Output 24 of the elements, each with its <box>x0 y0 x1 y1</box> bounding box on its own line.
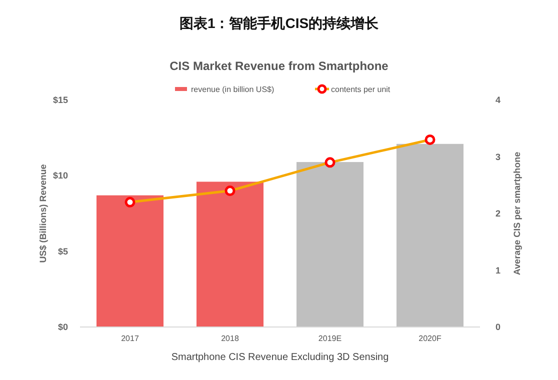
bar <box>396 144 464 327</box>
chart-title: 图表1：智能手机CIS的持续增长 <box>179 15 380 31</box>
y-tick-label: $15 <box>52 95 68 105</box>
y-tick-label: $5 <box>58 246 68 256</box>
bar <box>96 195 164 327</box>
x-tick-label: 2019E <box>318 334 342 343</box>
bar <box>296 162 364 327</box>
y2-tick-label: 2 <box>495 208 501 218</box>
legend-label: revenue (in billion US$) <box>191 85 274 94</box>
x-tick-label: 2017 <box>121 334 140 343</box>
x-axis-title: Smartphone CIS Revenue Excluding 3D Sensing <box>171 352 389 363</box>
y2-tick-label: 1 <box>495 265 501 276</box>
chart-subtitle: CIS Market Revenue from Smartphone <box>170 59 389 73</box>
y-axis-title: US$ (Billions) Revenue <box>38 164 48 263</box>
legend-label: contents per unit <box>331 85 391 94</box>
y2-axis-title: Average CIS per smartphone <box>512 152 522 276</box>
x-tick-label: 2018 <box>221 334 240 343</box>
y2-tick-label: 4 <box>495 95 501 105</box>
x-tick-label: 2020F <box>418 334 442 343</box>
bar <box>196 182 264 327</box>
y2-tick-label: 0 <box>495 322 501 332</box>
y-tick-label: $0 <box>58 322 68 332</box>
y2-tick-label: 3 <box>495 152 501 162</box>
y-tick-label: $10 <box>52 170 68 181</box>
